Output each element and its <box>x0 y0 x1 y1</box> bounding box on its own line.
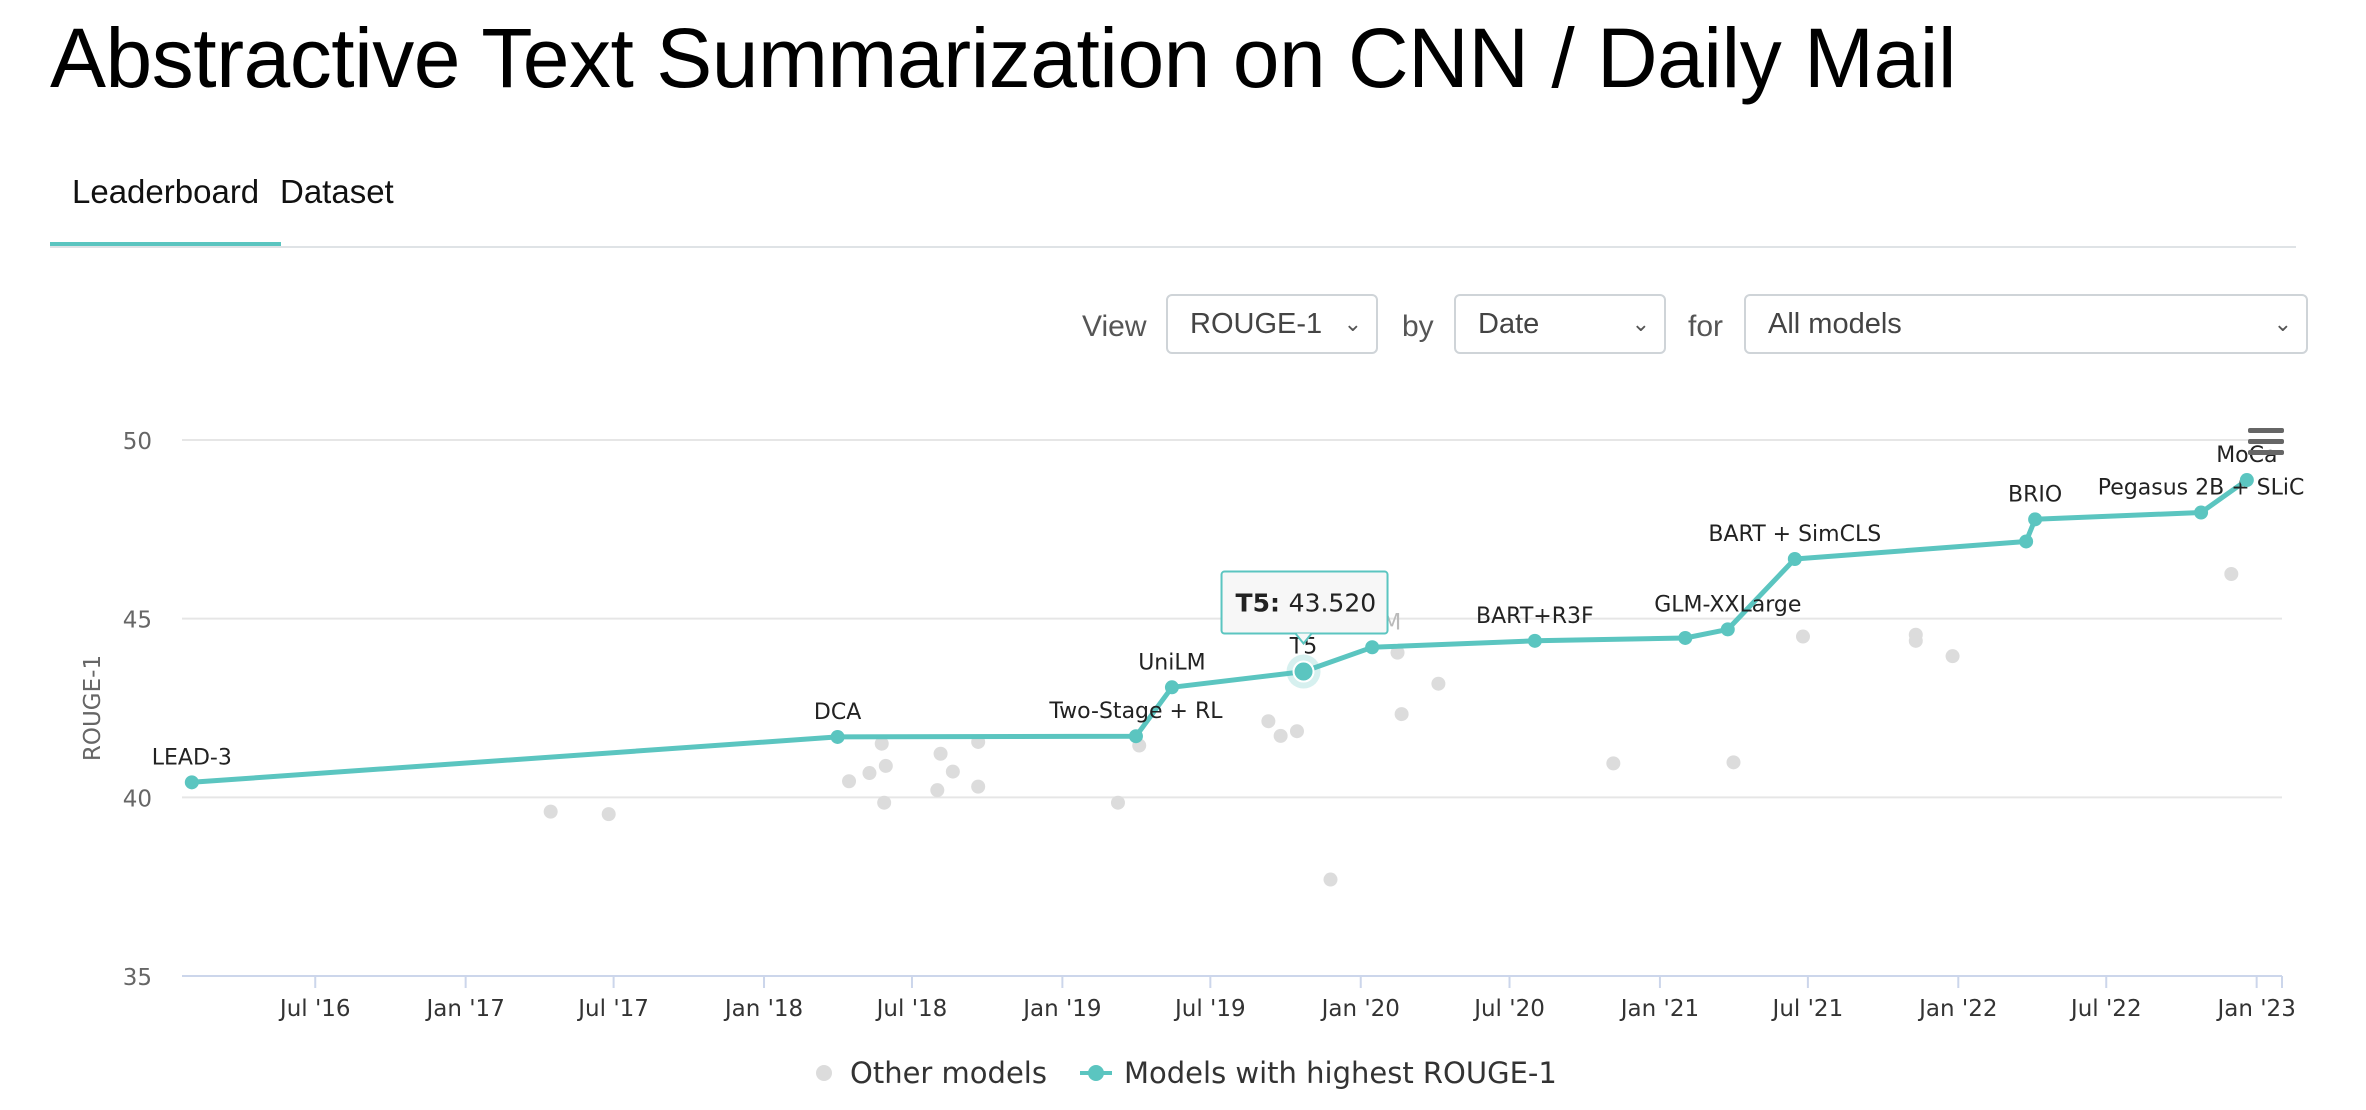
x-tick-label: Jul '20 <box>1472 996 1545 1022</box>
x-tick-label: Jan '17 <box>424 996 504 1022</box>
other-model-point <box>1795 629 1810 644</box>
tooltip-value: 43.520 <box>1289 589 1376 618</box>
other-model-point <box>1261 714 1276 729</box>
metric-select[interactable]: ROUGE-1 ⌄ <box>1166 294 1378 354</box>
chart-controls: View ROUGE-1 ⌄ by Date ⌄ for All models … <box>0 294 2366 358</box>
other-model-point <box>1606 756 1621 771</box>
other-model-point <box>930 783 945 798</box>
chevron-down-icon: ⌄ <box>2273 311 2292 336</box>
tooltip-model: T5: <box>1236 589 1289 618</box>
tooltip-text: T5: 43.520 <box>1236 589 1377 618</box>
chevron-down-icon: ⌄ <box>1343 311 1362 336</box>
best-model-point <box>1720 622 1735 637</box>
y-tick-label: 40 <box>123 786 152 812</box>
other-model-point <box>1390 645 1405 660</box>
other-model-point <box>543 804 558 819</box>
other-model-point <box>1908 633 1923 648</box>
best-model-point <box>2194 505 2209 520</box>
x-tick-label: Jan '21 <box>1619 996 1699 1022</box>
tab-bar: Leaderboard Dataset <box>50 150 2296 248</box>
other-model-point <box>2224 567 2239 581</box>
model-filter-select-value: All models <box>1768 308 1902 340</box>
best-model-point <box>1128 729 1143 744</box>
other-model-point <box>874 736 889 751</box>
other-model-point <box>877 795 892 810</box>
x-tick-label: Jan '19 <box>1021 996 1101 1022</box>
x-axis-select[interactable]: Date ⌄ <box>1454 294 1666 354</box>
y-tick-label: 45 <box>123 608 152 634</box>
x-tick-label: Jul '18 <box>875 996 948 1022</box>
point-label: Two-Stage + RL <box>1048 699 1223 724</box>
x-tick-label: Jul '21 <box>1771 996 1844 1022</box>
point-label: DCA <box>814 700 861 725</box>
best-model-point <box>2239 473 2254 488</box>
chart-menu-icon[interactable] <box>2248 428 2284 458</box>
x-tick-label: Jul '19 <box>1173 996 1246 1022</box>
x-tick-label: Jan '20 <box>1320 996 1400 1022</box>
by-label: by <box>1402 310 1434 343</box>
point-label: GLM-XXLarge <box>1654 592 1801 617</box>
other-model-point <box>862 766 877 781</box>
page-title: Abstractive Text Summarization on CNN / … <box>50 11 1957 105</box>
legend-best-label: Models with highest ROUGE-1 <box>1124 1056 1557 1090</box>
y-axis-label: ROUGE-1 <box>80 655 106 761</box>
point-label: Pegasus 2B + SLiC <box>2098 476 2305 501</box>
view-label: View <box>1082 310 1147 343</box>
x-axis-select-value: Date <box>1478 308 1540 340</box>
other-model-point <box>1726 755 1741 770</box>
point-label: MoCa <box>2216 443 2277 468</box>
other-model-point <box>878 758 893 773</box>
other-model-point <box>1431 676 1446 691</box>
point-label: UniLM <box>1138 650 1205 675</box>
x-tick-label: Jul '16 <box>278 996 351 1022</box>
x-tick-label: Jan '18 <box>723 996 803 1022</box>
best-model-point <box>1787 551 1802 566</box>
best-model-point <box>1292 660 1315 683</box>
best-model-point <box>1365 640 1380 655</box>
other-model-point <box>1945 649 1960 664</box>
legend-other-label: Other models <box>850 1056 1047 1090</box>
x-tick-label: Jan '23 <box>2215 996 2295 1022</box>
other-model-point <box>1273 728 1288 743</box>
point-label: BART + SimCLS <box>1708 522 1881 547</box>
legend-other-marker <box>816 1065 832 1081</box>
other-model-point <box>945 764 960 779</box>
other-model-point <box>933 746 948 761</box>
tooltip-pointer <box>1294 632 1313 646</box>
chevron-down-icon: ⌄ <box>1631 311 1650 336</box>
other-model-point <box>842 774 857 789</box>
model-filter-select[interactable]: All models ⌄ <box>1744 294 2308 354</box>
x-tick-label: Jul '22 <box>2069 996 2142 1022</box>
metric-select-value: ROUGE-1 <box>1190 308 1323 340</box>
y-tick-label: 35 <box>123 965 152 991</box>
for-label: for <box>1688 310 1724 343</box>
best-model-point <box>1527 633 1542 648</box>
best-model-point <box>2028 512 2043 527</box>
y-tick-label: 50 <box>123 429 152 455</box>
tab-leaderboard[interactable]: Leaderboard <box>50 170 282 246</box>
x-tick-label: Jul '17 <box>576 996 649 1022</box>
best-model-point <box>830 729 845 744</box>
other-model-point <box>971 779 986 794</box>
x-tick-label: Jan '22 <box>1917 996 1997 1022</box>
best-model-point <box>2019 534 2034 549</box>
best-model-point <box>1678 630 1693 645</box>
other-model-point <box>1394 707 1409 722</box>
tab-dataset[interactable]: Dataset <box>280 173 394 210</box>
other-model-point <box>1289 724 1304 739</box>
other-model-point <box>1323 872 1338 887</box>
other-model-point <box>601 807 616 822</box>
point-label: BRIO <box>2008 482 2062 507</box>
other-model-point <box>1110 795 1125 810</box>
best-models-line <box>191 477 2249 785</box>
point-label: LEAD-3 <box>152 745 232 770</box>
best-model-point <box>1164 680 1179 695</box>
best-model-point <box>184 775 199 790</box>
point-label: BART+R3F <box>1476 604 1594 629</box>
legend-best-marker <box>1088 1065 1104 1081</box>
